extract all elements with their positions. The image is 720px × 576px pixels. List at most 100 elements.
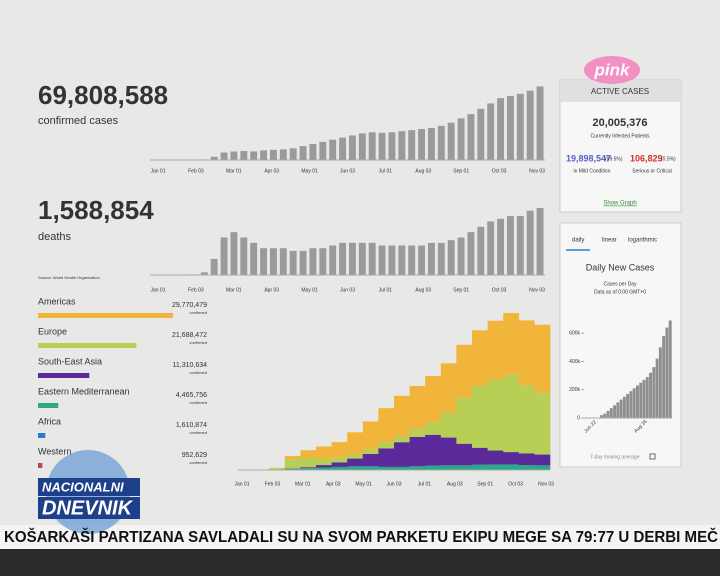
bar: [269, 248, 277, 275]
area-segment: [456, 397, 473, 444]
area-segment: [394, 442, 410, 467]
area-segment: [472, 447, 488, 465]
legend-checkbox[interactable]: [649, 453, 656, 460]
x-tick-label: Jul 01: [379, 168, 393, 174]
tab[interactable]: linear: [602, 238, 617, 244]
bar: [309, 248, 317, 275]
x-tick-label: Sep 01: [453, 168, 469, 174]
area-segment: [487, 464, 504, 470]
bar: [388, 132, 396, 160]
bar: [477, 108, 485, 160]
ticker-band: [0, 525, 720, 549]
area-segment: [425, 376, 442, 423]
bar: [250, 151, 258, 160]
bar: [398, 131, 406, 160]
bar: [487, 221, 495, 275]
bar: [269, 149, 277, 160]
bar: [600, 415, 603, 418]
region-unit: confirmed: [189, 310, 207, 315]
show-graph-link[interactable]: Show Graph: [603, 201, 636, 207]
area-segment: [284, 468, 301, 470]
bar: [309, 144, 317, 160]
bar: [368, 132, 376, 160]
area-segment: [331, 457, 348, 463]
bar: [210, 258, 218, 275]
area-segment: [347, 466, 364, 470]
area-segment: [394, 395, 410, 436]
region-bar: [38, 343, 137, 348]
panel-title: ACTIVE CASES: [591, 87, 649, 96]
y-tick-label: 400k: [569, 359, 580, 365]
bar: [526, 90, 534, 160]
bar: [636, 385, 639, 418]
x-tick-label: Apr 03: [326, 481, 341, 487]
legend-label: 7-day moving average: [590, 454, 640, 460]
bar: [408, 245, 416, 275]
region-bar: [38, 313, 173, 318]
brand-box: [38, 497, 140, 519]
bar: [240, 237, 248, 275]
bar: [378, 132, 386, 160]
bar: [497, 218, 505, 275]
ticker-footer: [0, 549, 720, 576]
bar: [658, 347, 662, 418]
area-segment: [394, 466, 410, 470]
area-segment: [378, 466, 395, 470]
bar: [358, 133, 366, 160]
bar: [339, 137, 347, 160]
bar: [616, 402, 620, 418]
deaths-label: deaths: [38, 231, 72, 243]
x-tick-label: Sep 01: [477, 481, 493, 487]
bar: [427, 128, 435, 160]
bar: [378, 245, 386, 275]
region-value: 21,688,472: [172, 332, 207, 339]
x-tick-label: Jun 03: [340, 168, 355, 174]
tab[interactable]: daily: [572, 238, 584, 244]
x-tick-label: Nov 03: [529, 168, 545, 174]
bar: [260, 150, 268, 160]
region-unit: confirmed: [189, 400, 207, 405]
brand-box: [38, 478, 140, 496]
bar: [467, 114, 475, 160]
x-tick-label: Jan 01: [150, 287, 165, 293]
area-segment: [331, 442, 348, 458]
area-segment: [425, 434, 442, 466]
area-segment: [503, 312, 520, 375]
brand-bottom: DNEVNIK: [42, 497, 134, 519]
area-segment: [503, 464, 520, 470]
ticker-text: KOŠARKAŠI PARTIZANA SAVLADALI SU NA SVOM…: [4, 527, 718, 546]
panel-note: Data as of 0:00 GMT+0: [594, 289, 646, 295]
mild-pct: (99.5%): [605, 156, 623, 162]
bar: [437, 242, 445, 275]
bar: [250, 242, 258, 275]
area-segment: [425, 422, 442, 435]
area-segment: [518, 320, 535, 386]
area-segment: [300, 467, 317, 469]
y-tick-label: 600k: [569, 331, 580, 337]
x-tick-label: Mar 01: [295, 481, 311, 487]
serious-count: 106,829: [630, 153, 663, 163]
bar: [652, 367, 656, 418]
area-segment: [472, 464, 488, 470]
bar: [329, 245, 337, 275]
bar: [632, 388, 636, 418]
area-segment: [440, 412, 457, 438]
area-segment: [425, 465, 442, 470]
active-total: 20,005,376: [592, 117, 647, 129]
x-tick-label: Oct 03: [492, 168, 507, 174]
bar: [230, 151, 238, 160]
bar: [408, 130, 416, 160]
region-unit: confirmed: [189, 370, 207, 375]
x-tick-label: Jul 01: [379, 287, 393, 293]
area-segment: [347, 453, 364, 459]
region-value: 11,310,634: [172, 362, 207, 369]
bar: [516, 93, 524, 160]
bar: [457, 118, 465, 160]
bar: [477, 226, 485, 275]
y-tick-label: 200k: [569, 387, 580, 393]
bar: [613, 405, 617, 418]
tab[interactable]: logarithmic: [628, 238, 657, 244]
logo: pink: [594, 60, 631, 79]
bar: [220, 237, 228, 275]
bar: [348, 135, 356, 160]
